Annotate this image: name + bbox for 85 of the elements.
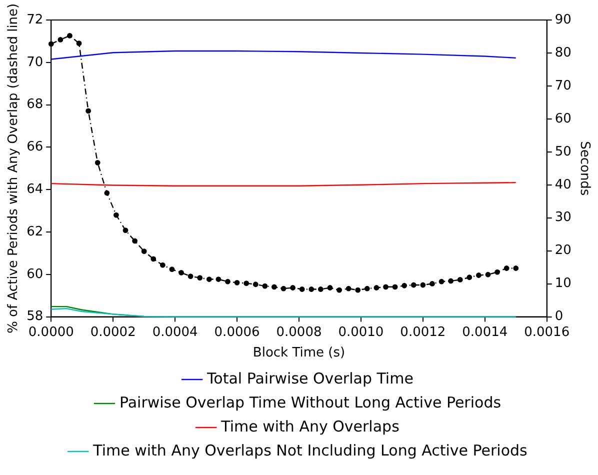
y2-tick-label: 90 — [554, 12, 572, 28]
point — [216, 276, 222, 282]
point — [476, 272, 482, 278]
x-tick-label: 0.0004 — [152, 324, 198, 340]
y-tick-label: 62 — [26, 224, 44, 240]
x-tick-label: 0.0006 — [214, 324, 260, 340]
point — [457, 277, 463, 282]
y-axis-title: % of Active Periods with Any Overlap (dashed line) — [6, 3, 22, 334]
x-axis-title: Block Time (s) — [252, 346, 346, 361]
point — [206, 276, 212, 282]
point — [104, 190, 110, 196]
point — [402, 282, 408, 288]
point — [150, 256, 156, 262]
point — [308, 286, 314, 292]
point — [122, 228, 128, 234]
point — [364, 286, 370, 292]
point — [410, 282, 416, 288]
point — [272, 284, 277, 290]
point — [420, 282, 426, 288]
point — [252, 282, 258, 288]
point — [94, 160, 100, 166]
point — [299, 286, 305, 292]
x-tick-label: 0.0000 — [28, 324, 74, 340]
point — [188, 274, 194, 280]
x-tick-label: 0.0014 — [462, 324, 508, 340]
point — [67, 32, 72, 38]
point — [169, 266, 175, 272]
y2-axis-title: Seconds — [576, 141, 592, 196]
y2-tick-label: 60 — [554, 111, 572, 126]
y-tick-label: 64 — [26, 182, 44, 197]
y-tick-label: 60 — [26, 266, 44, 282]
y2-tick-label: 70 — [554, 78, 572, 94]
point — [383, 284, 388, 290]
point — [430, 281, 435, 286]
y-tick-label: 68 — [26, 97, 44, 112]
point — [244, 280, 250, 286]
x-tick-label: 0.0002 — [90, 324, 136, 340]
point — [513, 266, 519, 271]
point — [392, 284, 398, 290]
point — [504, 266, 510, 271]
y2-tick-label: 20 — [554, 243, 572, 258]
x-tick-label: 0.0016 — [524, 324, 570, 340]
point — [466, 274, 472, 280]
point — [280, 286, 286, 292]
point — [48, 41, 54, 47]
legend-label: Time with Any Overlaps — [220, 417, 400, 436]
x-tick-label: 0.0010 — [338, 324, 384, 340]
y2-tick-label: 50 — [554, 144, 572, 160]
point — [336, 287, 342, 293]
y2-tick-label: 30 — [554, 210, 572, 226]
point — [234, 280, 240, 286]
x-tick-label: 0.0008 — [276, 324, 322, 340]
y2-tick-label: 80 — [554, 45, 572, 60]
y2-tick-label: 40 — [554, 177, 572, 192]
y-tick-label: 58 — [26, 309, 44, 324]
y2-tick-label: 0 — [554, 309, 564, 324]
point — [58, 37, 64, 42]
point — [141, 248, 147, 254]
point — [327, 285, 333, 290]
point — [178, 270, 184, 276]
point — [494, 269, 500, 275]
x-tick-label: 0.0012 — [400, 324, 446, 340]
point — [160, 262, 166, 268]
point — [114, 212, 119, 218]
point — [448, 278, 454, 284]
y-tick-label: 70 — [26, 54, 44, 70]
point — [346, 286, 352, 292]
y2-tick-label: 10 — [554, 276, 572, 292]
legend-label: Total Pairwise Overlap Time — [206, 369, 414, 388]
point — [132, 238, 138, 244]
point — [197, 275, 203, 280]
point — [374, 285, 380, 290]
point — [225, 278, 230, 284]
point — [355, 287, 361, 293]
point — [262, 283, 268, 289]
point — [290, 285, 296, 290]
y-tick-label: 72 — [26, 12, 44, 28]
legend-label: Time with Any Overlaps Not Including Long Active Periods — [92, 441, 528, 460]
point — [86, 108, 92, 114]
point — [318, 286, 324, 292]
legend-label: Pairwise Overlap Time Without Long Active Periods — [119, 393, 502, 412]
point — [76, 40, 82, 46]
point — [438, 278, 444, 284]
point — [485, 272, 491, 278]
y-tick-label: 66 — [26, 140, 44, 155]
